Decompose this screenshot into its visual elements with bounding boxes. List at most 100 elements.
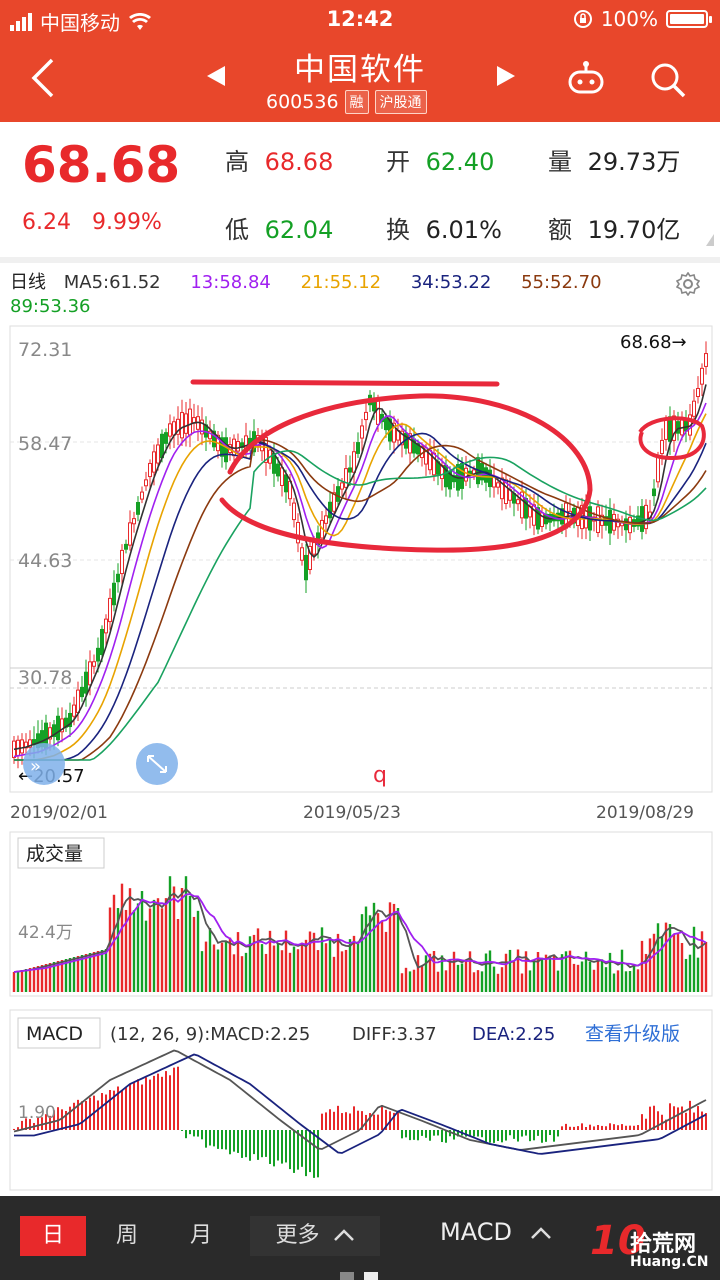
macd-bar [505,1130,507,1141]
volume-bar [212,944,216,992]
volume-bar [108,907,112,992]
candle-body [184,413,188,434]
indicator-selector[interactable]: MACD [440,1218,552,1246]
candle-body [156,444,160,464]
volume-bar [292,946,296,992]
kline-chart[interactable]: 72.31 58.47 44.63 30.78 68.68→ ←20.57 q … [0,320,720,1198]
volume-bar [612,973,616,992]
volume-bar [344,949,348,992]
volume-bar [452,951,456,992]
tab-week[interactable]: 周 [115,1223,138,1248]
tab-day[interactable]: 日 [20,1216,86,1256]
volume-bar [56,961,60,992]
candle-body [276,463,280,477]
volume-bar [552,954,556,992]
macd-histogram [13,1066,707,1178]
volume-bar [480,971,484,992]
search-button[interactable] [648,60,688,100]
candle-body [656,457,660,483]
volume-bar [700,931,704,992]
candle-body [612,513,616,531]
candle-body [108,597,112,623]
candle-body [236,441,240,452]
volume-bar [68,958,72,992]
macd-bar [309,1130,311,1173]
macd-params: (12, 26, 9):MACD:2.25 [110,1024,310,1045]
macd-bar [605,1126,607,1130]
macd-bar [325,1112,327,1130]
macd-bar [581,1123,583,1130]
macd-bar [429,1130,431,1141]
volume-bar [60,960,64,992]
macd-bar [333,1111,335,1130]
volume-bar [384,931,388,992]
volume-bar [112,894,116,992]
candle-body [72,704,76,717]
volume-bar [396,908,400,992]
volume-tick: 42.4万 [18,923,73,943]
back-button[interactable] [30,58,56,105]
low-item: 低 62.04 [225,210,333,245]
macd-bar [89,1097,91,1130]
robot-assistant-button[interactable] [566,60,606,96]
macd-bar [137,1079,139,1130]
volume-bar [148,908,152,992]
tab-more[interactable]: 更多 [250,1216,380,1256]
volume-bar [376,913,380,992]
macd-bar [413,1130,415,1140]
open-label: 开 [386,148,410,176]
macd-bar [253,1130,255,1155]
macd-bar [477,1130,479,1137]
volume-panel-frame [9,831,713,997]
robot-icon [568,61,604,94]
volume-bar [24,969,28,992]
expand-quote-icon[interactable] [704,232,716,248]
candle-body [100,628,104,656]
volume-bar [164,898,168,992]
candle-body [60,718,64,733]
volume-bar [540,958,544,992]
volume-bar [444,970,448,992]
macd-bar [593,1126,595,1130]
margin-tag: 融 [344,90,369,114]
volume-bar [608,952,612,992]
volume-label: 量 [548,148,572,176]
macd-bar [645,1118,647,1130]
volume-bar [492,966,496,992]
macd-bar [549,1130,551,1136]
candle-body [148,462,152,478]
change-value: 6.24 [22,210,71,235]
candle-body [136,501,140,515]
volume-bar [192,916,196,992]
volume-bar [280,950,284,992]
volume-bar [52,962,56,992]
upgrade-link[interactable]: 查看升级版 [585,1023,680,1045]
macd-bar [181,1130,183,1131]
candle-body [700,367,704,385]
volume-bar [408,971,412,992]
volume-bar [580,961,584,992]
volume-bar [200,951,204,992]
volume-bar [388,902,392,992]
volume-bar [248,936,252,992]
volume-bar [272,945,276,992]
prev-stock-button[interactable] [205,64,227,95]
volume-title-box [17,837,105,869]
ma89-value: 89:53.36 [10,296,91,317]
macd-bar [633,1125,635,1130]
volume-bar [548,955,552,992]
macd-bar [85,1100,87,1130]
next-stock-button[interactable] [495,64,517,95]
candle-body [392,422,396,443]
candle-body [516,499,520,505]
volume-bar [468,951,472,992]
tab-month[interactable]: 月 [189,1223,212,1248]
left-bubble[interactable] [23,743,65,785]
macd-bar [441,1130,443,1143]
candle-body [352,451,356,473]
gear-icon[interactable] [676,272,700,296]
macd-bar [205,1130,207,1148]
volume-bar [564,951,568,992]
macd-bar [197,1130,199,1137]
candle-body [452,475,456,483]
